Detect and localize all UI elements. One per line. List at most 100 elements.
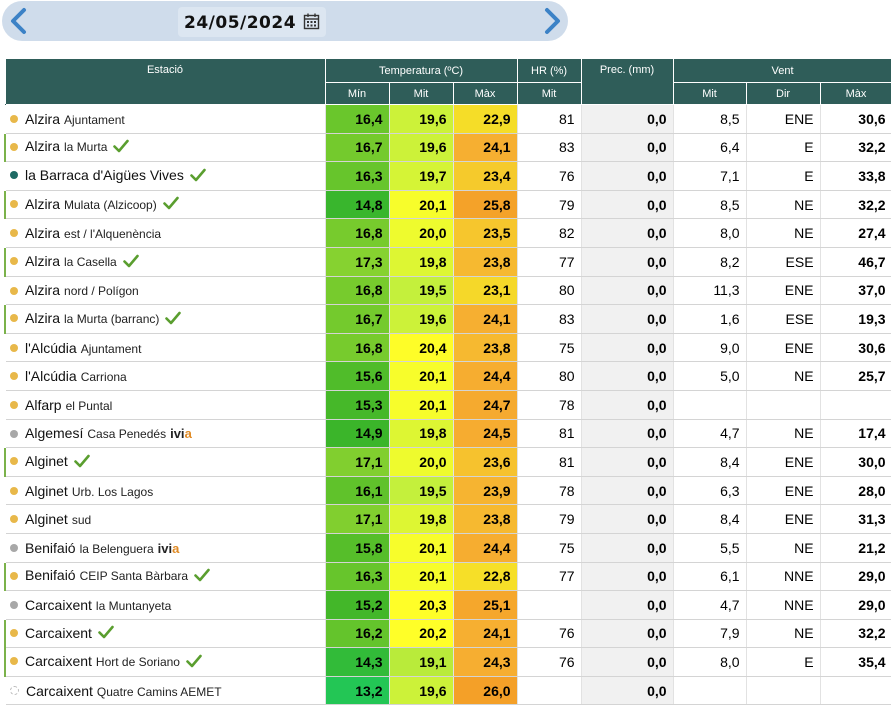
next-day-button[interactable] (537, 5, 567, 37)
station-cell[interactable]: Alfarp el Puntal (5, 390, 326, 420)
station-location[interactable]: CEIP Santa Bàrbara (79, 569, 189, 584)
station-row[interactable]: Carcaixent 16,2 20,2 24,1 76 0,0 7,9 NE 32,2 (4, 619, 891, 649)
station-town[interactable]: Alzira (25, 195, 61, 212)
station-location[interactable]: la Murta (64, 140, 108, 155)
station-town[interactable]: l'Alcúdia (25, 339, 77, 356)
station-row[interactable]: Alfarp el Puntal 15,3 20,1 24,7 78 0,0 (5, 390, 891, 420)
station-row[interactable]: Alzira la Casella 17,3 19,8 23,8 77 0,0 8,2 ESE 4… (4, 247, 891, 277)
station-row[interactable]: Alginet sud 17,1 19,8 23,8 79 0,0 8,4 ENE 31,3 (5, 504, 891, 534)
station-row[interactable]: Benifaió CEIP Santa Bàrbara 16,3 20,1 22,8 77… (4, 562, 891, 592)
station-town[interactable]: Alginet (25, 482, 68, 499)
date-field[interactable]: 24/05/2024 (178, 7, 326, 37)
station-cell[interactable]: l'Alcúdia Carriona (5, 361, 326, 391)
station-cell[interactable]: Alzira la Murta (barranc) (4, 304, 326, 334)
station-cell[interactable]: la Barraca d'Aigües Vives (5, 161, 326, 191)
station-cell[interactable]: Alzira la Casella (4, 247, 326, 277)
station-status-dot (10, 601, 18, 610)
header-station[interactable]: Estació (4, 58, 326, 105)
header-temp-mit[interactable]: Mit (388, 82, 454, 105)
station-location[interactable]: est / l'Alquenència (64, 227, 162, 242)
station-location[interactable]: Carriona (80, 370, 127, 385)
station-row[interactable]: Alzira est / l'Alquenència 16,8 20,0 23,5 82 0… (5, 218, 891, 248)
station-town[interactable]: Algemesí (25, 425, 84, 442)
station-location[interactable]: Quatre Camins AEMET (96, 684, 222, 699)
station-town[interactable]: la Barraca d'Aigües Vives (25, 167, 184, 184)
station-town[interactable]: Benifaió (25, 567, 76, 584)
station-town[interactable]: Benifaió (25, 539, 76, 556)
station-location[interactable]: nord / Polígon (64, 284, 139, 299)
header-temp-max[interactable]: Màx (452, 82, 518, 105)
station-cell[interactable]: Alzira nord / Polígon (5, 276, 326, 306)
station-cell[interactable]: Carcaixent Hort de Soriano (4, 647, 326, 677)
station-cell[interactable]: Alginet Urb. Los Lagos (5, 476, 326, 506)
station-row[interactable]: Alginet 17,1 20,0 23,6 81 0,0 8,4 ENE 30,0 (4, 447, 891, 477)
station-row[interactable]: Alzira la Murta (barranc) 16,7 19,6 24,1 83 0,… (4, 304, 891, 334)
station-town[interactable]: Alzira (25, 225, 61, 242)
station-location[interactable]: Hort de Soriano (95, 655, 180, 670)
station-location[interactable]: Urb. Los Lagos (71, 484, 154, 499)
station-cell[interactable]: Alzira la Murta (4, 133, 326, 163)
station-row[interactable]: Alzira Ajuntament 16,4 19,6 22,9 81 0,0 8,5 ENE 3… (5, 104, 891, 134)
station-row[interactable]: Carcaixent Hort de Soriano 14,3 19,1 24,3 76 0… (4, 647, 891, 677)
station-row[interactable]: Alzira Mulata (Alzicoop) 14,8 20,1 25,8 79 0,0… (4, 190, 891, 220)
station-cell[interactable]: Carcaixent Quatre Camins AEMET (5, 676, 326, 705)
station-location[interactable]: Mulata (Alzicoop) (64, 197, 157, 212)
station-row[interactable]: l'Alcúdia Ajuntament 16,8 20,4 23,8 75 0,0 9,0 E… (5, 333, 891, 363)
station-cell[interactable]: Algemesí Casa Penedés ivia (5, 419, 326, 449)
station-cell[interactable]: Alginet sud (5, 504, 326, 534)
station-location[interactable]: Ajuntament (64, 112, 125, 127)
station-town[interactable]: Alzira (25, 310, 61, 327)
station-row[interactable]: Alginet Urb. Los Lagos 16,1 19,5 23,9 78 0,0 6,… (5, 476, 891, 506)
station-row[interactable]: Benifaió la Belenguera ivia 15,8 20,1 24,4 75 0… (5, 533, 891, 563)
station-cell[interactable]: Benifaió la Belenguera ivia (5, 533, 326, 563)
station-location[interactable]: la Belenguera (79, 541, 154, 556)
station-cell[interactable]: Alzira est / l'Alquenència (5, 218, 326, 248)
station-location[interactable]: Ajuntament (80, 341, 142, 356)
station-location[interactable]: sud (71, 513, 92, 528)
header-wind-dir[interactable]: Dir (745, 82, 821, 105)
station-cell[interactable]: Alzira Ajuntament (5, 104, 326, 134)
station-town[interactable]: Carcaixent (25, 624, 92, 641)
header-temp-min[interactable]: Mín (324, 82, 390, 105)
station-town[interactable]: Alzira (25, 252, 61, 269)
station-cell[interactable]: Carcaixent (4, 619, 326, 649)
station-town[interactable]: Alginet (25, 453, 68, 470)
station-town[interactable]: Alzira (25, 138, 61, 155)
station-row[interactable]: Alzira nord / Polígon 16,8 19,5 23,1 80 0,0 11,… (5, 276, 891, 306)
station-cell[interactable]: Alginet (4, 447, 326, 477)
station-location[interactable]: la Casella (64, 254, 117, 269)
header-precipitation[interactable]: Prec. (mm) (580, 58, 674, 105)
date-navigation-bar: 24/05/2024 (2, 1, 568, 41)
station-row[interactable]: l'Alcúdia Carriona 15,6 20,1 24,4 80 0,0 5,0 NE 2… (5, 361, 891, 391)
header-wind-max[interactable]: Màx (819, 82, 891, 105)
header-wind-mit[interactable]: Mit (672, 82, 747, 105)
station-location[interactable]: el Puntal (65, 398, 113, 413)
station-location[interactable]: la Muntanyeta (95, 598, 172, 613)
station-town[interactable]: Alzira (25, 282, 61, 299)
station-town[interactable]: Carcaixent (26, 682, 93, 699)
station-row[interactable]: Carcaixent la Muntanyeta 15,2 20,3 25,1 0,0 4,… (5, 590, 891, 620)
station-town[interactable]: l'Alcúdia (25, 368, 77, 385)
station-row[interactable]: Alzira la Murta 16,7 19,6 24,1 83 0,0 6,4 E 32,2 (4, 133, 891, 163)
station-row[interactable]: la Barraca d'Aigües Vives 16,3 19,7 23,4 76 0… (5, 161, 891, 191)
station-town[interactable]: Alginet (25, 511, 68, 528)
station-cell[interactable]: Alzira Mulata (Alzicoop) (4, 190, 326, 220)
station-town[interactable]: Alzira (25, 110, 61, 127)
station-cell[interactable]: l'Alcúdia Ajuntament (5, 333, 326, 363)
station-town[interactable]: Carcaixent (25, 653, 92, 670)
station-location[interactable]: Casa Penedés (87, 427, 167, 442)
header-hr-mit[interactable]: Mit (516, 82, 582, 105)
wind-mit-cell: 8,5 (673, 190, 747, 220)
station-town[interactable]: Alfarp (25, 396, 62, 413)
station-row[interactable]: Carcaixent Quatre Camins AEMET 13,2 19,6 26,… (5, 676, 891, 705)
station-location[interactable]: la Murta (barranc) (64, 312, 160, 327)
wind-dir-cell: NE (746, 619, 821, 649)
previous-day-button[interactable] (4, 5, 34, 37)
station-cell[interactable]: Carcaixent la Muntanyeta (5, 590, 326, 620)
station-cell[interactable]: Benifaió CEIP Santa Bàrbara (4, 562, 326, 592)
station-town[interactable]: Carcaixent (25, 596, 92, 613)
calendar-icon[interactable] (303, 13, 320, 35)
station-status-dot (10, 199, 18, 208)
station-row[interactable]: Algemesí Casa Penedés ivia 14,9 19,8 24,5 81 0,… (5, 419, 891, 449)
chevron-left-icon (11, 8, 26, 34)
